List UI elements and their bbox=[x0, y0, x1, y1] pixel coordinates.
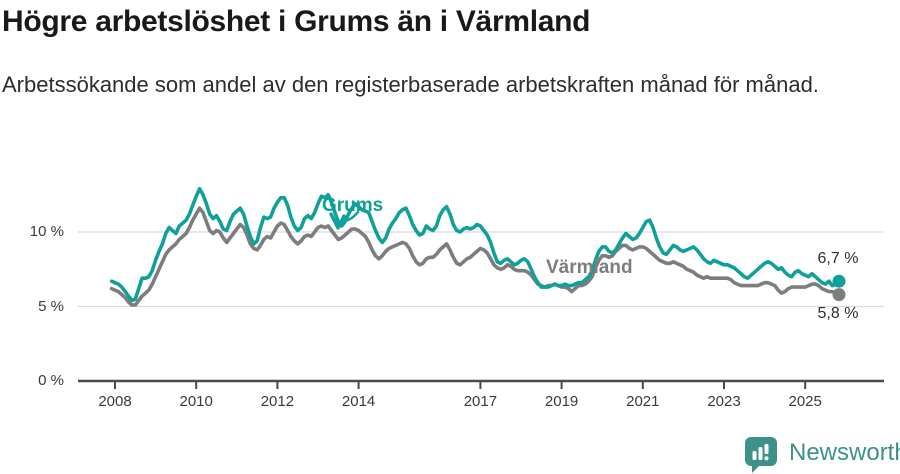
grums-end-dot bbox=[832, 274, 846, 288]
grums-series-line bbox=[109, 187, 841, 303]
värmland-series-line bbox=[109, 206, 841, 307]
x-tick-label: 2021 bbox=[626, 393, 660, 410]
series-label-grums: Grums bbox=[322, 195, 384, 216]
x-tick-label: 2023 bbox=[707, 393, 741, 410]
x-tick-label: 2008 bbox=[98, 393, 132, 410]
end-value-grums: 6,7 % bbox=[817, 250, 859, 267]
end-value-varmland: 5,8 % bbox=[817, 305, 859, 322]
y-axis-labels: 0 % 5 % 10 % bbox=[0, 0, 64, 474]
x-tick-label: 2012 bbox=[260, 393, 295, 410]
y-tick-label: 0 % bbox=[38, 372, 64, 389]
x-tick-label: 2014 bbox=[341, 393, 376, 410]
newsworthy-logo: Newsworthy bbox=[745, 437, 900, 473]
värmland-end-dot bbox=[832, 288, 846, 302]
x-axis-labels: 2008 2010 2012 2014 2017 2019 2021 2023 2025 bbox=[0, 393, 900, 415]
grums-arrow-icon bbox=[329, 212, 346, 230]
chart-subtitle: Arbetssökande som andel av den registerb… bbox=[2, 72, 819, 97]
chart-title: Högre arbetslöshet i Grums än i Värmland bbox=[2, 5, 591, 38]
y-tick-label: 10 % bbox=[29, 223, 64, 240]
grums-arrow-tail-icon bbox=[343, 210, 360, 223]
x-tick-label: 2025 bbox=[788, 393, 822, 410]
y-tick-label: 5 % bbox=[38, 297, 64, 315]
x-tick-label: 2010 bbox=[179, 393, 213, 410]
x-tick-label: 2017 bbox=[463, 393, 498, 410]
newsworthy-logo-text: Newsworthy bbox=[789, 439, 900, 466]
series-label-varmland: Värmland bbox=[546, 257, 633, 278]
newsworthy-logo-icon bbox=[745, 437, 777, 473]
x-tick-label: 2019 bbox=[544, 393, 579, 410]
